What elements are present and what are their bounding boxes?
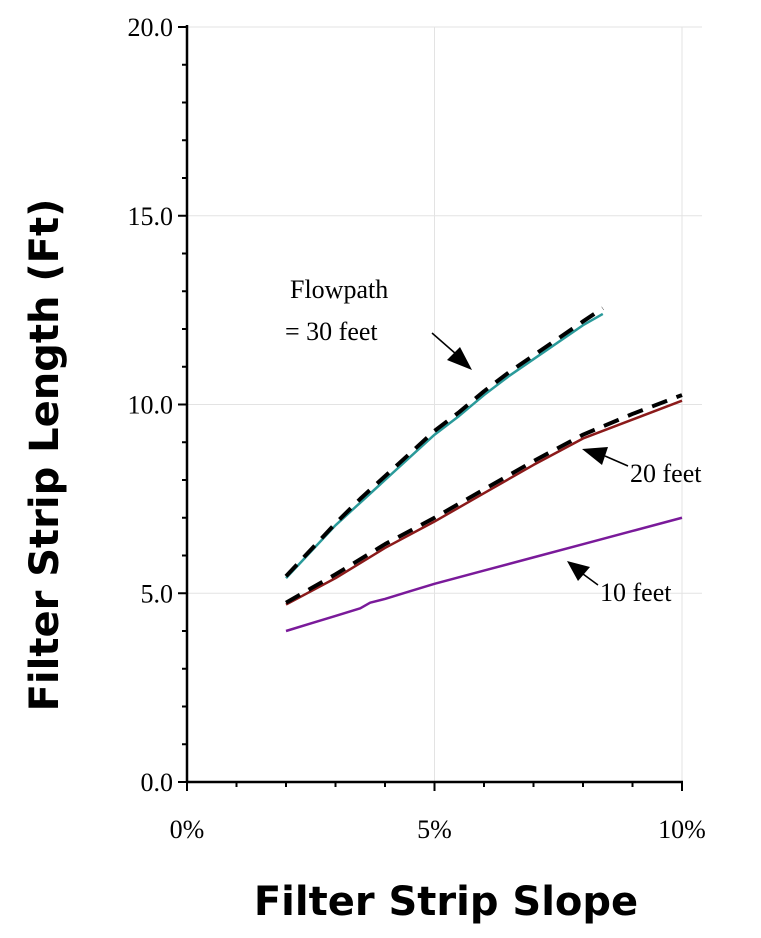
- ticks: 0.0 5.0 10.0 15.0 20.0 0% 5% 10%: [128, 13, 706, 844]
- y-tick-label-0: 0.0: [141, 768, 174, 797]
- y-tick-label-1: 5.0: [141, 579, 174, 608]
- arrow-10-feet: [567, 561, 599, 586]
- arrow-30-feet: [431, 332, 472, 370]
- x-tick-label-2: 10%: [658, 815, 706, 844]
- annotation-10-feet: 10 feet: [600, 578, 672, 607]
- annotation-30-feet: = 30 feet: [285, 317, 378, 346]
- series-line-0: [285, 312, 604, 580]
- series-group: [284, 306, 683, 633]
- series-line-3: [285, 393, 683, 605]
- annotation-flowpath: Flowpath: [290, 275, 388, 304]
- x-tick-label-0: 0%: [170, 815, 205, 844]
- y-tick-label-4: 20.0: [128, 13, 174, 42]
- series-line-4: [285, 516, 683, 633]
- arrow-20-feet: [582, 447, 629, 467]
- x-axis-title: Filter Strip Slope: [254, 879, 638, 925]
- series-line-2: [285, 399, 683, 606]
- x-tick-label-1: 5%: [417, 815, 452, 844]
- series-line-1: [284, 306, 604, 578]
- y-tick-label-2: 10.0: [128, 391, 174, 420]
- annotation-20-feet: 20 feet: [630, 459, 702, 488]
- y-axis-title: Filter Strip Length (Ft): [22, 199, 68, 712]
- y-tick-label-3: 15.0: [128, 202, 174, 231]
- grid-lines: [187, 26, 702, 782]
